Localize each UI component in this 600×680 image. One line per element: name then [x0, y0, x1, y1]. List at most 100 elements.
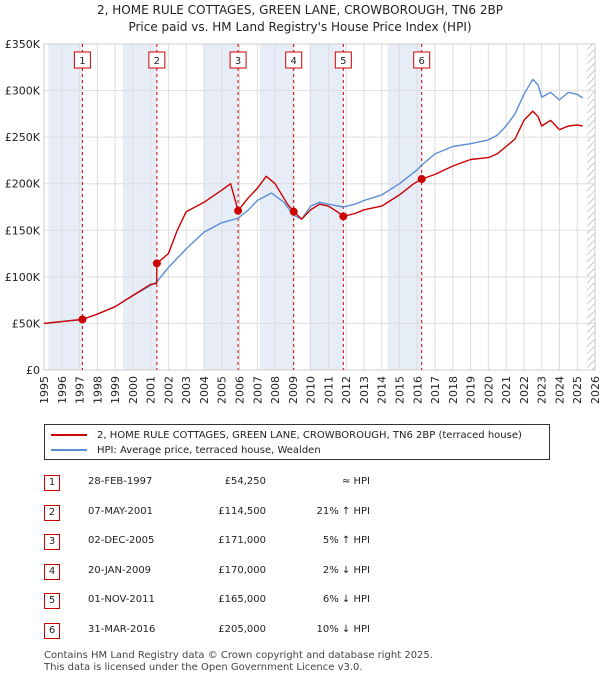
- chart-subtitle: Price paid vs. HM Land Registry's House …: [128, 20, 472, 34]
- x-tick-label: 2001: [145, 376, 158, 404]
- y-tick-label: £350K: [5, 38, 41, 51]
- y-tick-label: £250K: [5, 131, 41, 144]
- series-line-property: [43, 110, 583, 325]
- x-tick-label: 2010: [305, 376, 318, 404]
- sale-shade-band: [48, 44, 83, 370]
- sale-shade-band: [122, 44, 157, 370]
- sale-shade-band: [387, 44, 422, 370]
- table-row: 1 28-FEB-1997 £54,250 ≈ HPI: [44, 472, 444, 502]
- chart-title: 2, HOME RULE COTTAGES, GREEN LANE, CROWB…: [0, 2, 600, 36]
- x-tick-label: 2006: [234, 376, 247, 404]
- x-tick-label: 2025: [571, 376, 584, 404]
- x-tick-label: 1995: [38, 376, 51, 404]
- x-tick-label: 2021: [500, 376, 513, 404]
- table-row: 5 01-NOV-2011 £165,000 6% ↓ HPI: [44, 590, 444, 620]
- x-tick-label: 1998: [91, 376, 104, 404]
- table-row: 6 31-MAR-2016 £205,000 10% ↓ HPI: [44, 620, 444, 650]
- plot-frame: [43, 43, 596, 371]
- sale-number-badge: 5: [44, 593, 60, 609]
- sale-marker-label: 4: [291, 56, 297, 67]
- sale-hpi-comparison: 10% ↓ HPI: [316, 623, 370, 635]
- sale-marker-box: [413, 51, 431, 69]
- sale-marker-label: 5: [340, 56, 346, 67]
- x-tick-label: 2003: [180, 376, 193, 404]
- footer-licence: This data is licensed under the Open Gov…: [44, 662, 363, 673]
- sale-point: [289, 207, 298, 216]
- sale-marker-label: 6: [419, 56, 425, 67]
- sale-price: £171,000: [218, 535, 266, 546]
- sale-point: [78, 315, 87, 324]
- sale-marker-box: [334, 51, 352, 69]
- x-tick-label: 2002: [162, 376, 175, 404]
- sale-hpi-comparison: 6% ↓ HPI: [322, 594, 370, 605]
- sale-point: [339, 212, 348, 221]
- y-tick-label: £50K: [12, 317, 41, 330]
- x-tick-label: 2020: [482, 376, 495, 404]
- y-tick-label: £200K: [5, 178, 41, 191]
- x-tick-label: 2012: [340, 376, 353, 404]
- x-tick-label: 2011: [322, 376, 335, 404]
- sale-price: £54,250: [224, 476, 266, 487]
- x-tick-label: 2009: [287, 376, 300, 404]
- sale-point: [152, 259, 161, 268]
- legend: 2, HOME RULE COTTAGES, GREEN LANE, CROWB…: [44, 424, 550, 460]
- legend-swatch-blue: [51, 449, 87, 451]
- y-tick-label: £100K: [5, 271, 41, 284]
- sale-hpi-comparison: 21% ↑ HPI: [316, 505, 370, 517]
- sale-point: [234, 206, 243, 215]
- x-tick-label: 2004: [198, 376, 211, 404]
- legend-item-property: 2, HOME RULE COTTAGES, GREEN LANE, CROWB…: [51, 429, 522, 443]
- x-tick-label: 2015: [393, 376, 406, 404]
- x-tick-label: 2023: [536, 376, 549, 404]
- footer-copyright: Contains HM Land Registry data © Crown c…: [44, 650, 433, 661]
- sale-marker-box: [73, 51, 91, 69]
- chart-svg: 1 2 3 4 5 6 £0 £50K £100K £150K £200K £250K £300K £3…: [5, 38, 600, 404]
- sale-date: 02-DEC-2005: [88, 535, 155, 546]
- x-tick-label: 2017: [429, 376, 442, 404]
- sale-marker-label: 1: [79, 56, 85, 67]
- sale-date: 20-JAN-2009: [88, 564, 152, 576]
- sale-date: 01-NOV-2011: [88, 594, 155, 605]
- sale-price: £170,000: [218, 564, 266, 576]
- sale-hpi-comparison: 2% ↓ HPI: [322, 564, 370, 576]
- sale-number-badge: 1: [44, 475, 60, 491]
- sale-marker-box: [229, 51, 247, 69]
- x-tick-label: 2024: [553, 376, 566, 404]
- sale-date: 07-MAY-2001: [88, 505, 154, 517]
- sale-number-badge: 4: [44, 563, 60, 580]
- legend-label-property: 2, HOME RULE COTTAGES, GREEN LANE, CROWB…: [97, 430, 522, 441]
- sale-shade-band: [259, 44, 294, 370]
- x-tick-label: 2013: [358, 376, 371, 404]
- x-tick-label: 1999: [109, 376, 122, 404]
- x-tick-label: 2018: [447, 376, 460, 404]
- sale-date: 28-FEB-1997: [88, 476, 153, 487]
- x-tick-label: 2016: [411, 376, 424, 404]
- legend-swatch-red: [51, 434, 87, 436]
- sale-shade-band: [204, 44, 239, 370]
- sale-price: £165,000: [218, 594, 266, 605]
- x-tick-label: 2005: [216, 376, 229, 404]
- sale-hpi-comparison: 5% ↑ HPI: [322, 535, 370, 546]
- footer-note: Contains HM Land Registry data © Crown c…: [44, 650, 433, 674]
- x-tick-label: 2007: [251, 376, 264, 404]
- sale-marker-box: [148, 51, 166, 69]
- x-tick-label: 2014: [376, 376, 389, 404]
- legend-item-hpi: HPI: Average price, terraced house, Weal…: [51, 444, 321, 458]
- sales-table: 1 28-FEB-1997 £54,250 ≈ HPI 2 07-MAY-200…: [44, 472, 444, 649]
- sale-marker-label: 2: [154, 56, 160, 67]
- y-tick-label: £150K: [5, 224, 41, 237]
- y-tick-label: £300K: [5, 85, 41, 98]
- x-tick-label: 2022: [518, 376, 531, 404]
- table-row: 4 20-JAN-2009 £170,000 2% ↓ HPI: [44, 561, 444, 591]
- x-tick-label: 1996: [56, 376, 69, 404]
- sale-price: £114,500: [218, 505, 266, 517]
- sale-marker-box: [285, 51, 303, 69]
- sale-hpi-comparison: ≈ HPI: [341, 476, 370, 487]
- sale-price: £205,000: [218, 623, 266, 635]
- chart-title-line: 2, HOME RULE COTTAGES, GREEN LANE, CROWB…: [97, 3, 503, 17]
- table-row: 3 02-DEC-2005 £171,000 5% ↑ HPI: [44, 531, 444, 561]
- legend-label-hpi: HPI: Average price, terraced house, Weal…: [97, 445, 321, 456]
- table-row: 2 07-MAY-2001 £114,500 21% ↑ HPI: [44, 502, 444, 532]
- series-line-hpi: [43, 78, 583, 325]
- forecast-hatch-area: [587, 44, 595, 370]
